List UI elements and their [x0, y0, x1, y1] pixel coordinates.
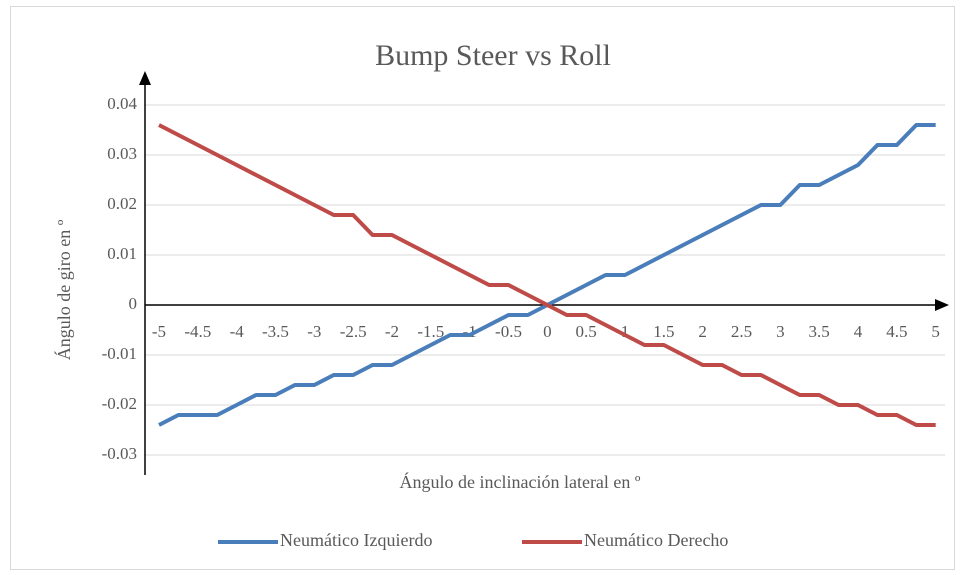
y-tick-label: 0.02	[107, 194, 137, 213]
chart-border	[10, 6, 955, 570]
legend-label: Neumático Izquierdo	[280, 530, 432, 550]
x-tick-label: 3.5	[809, 322, 830, 341]
y-tick-label: -0.01	[102, 344, 137, 363]
x-tick-label: 4.5	[886, 322, 907, 341]
x-tick-label: -3	[307, 322, 321, 341]
y-tick-label: 0.04	[107, 94, 137, 113]
series-line	[158, 123, 936, 427]
x-tick-label: -2.5	[340, 322, 367, 341]
y-axis-label: Ángulo de giro en º	[53, 219, 74, 360]
x-tick-label: 0	[543, 322, 552, 341]
y-tick-label: 0	[129, 294, 138, 313]
x-tick-label: -2	[385, 322, 399, 341]
y-tick-label: 0.03	[107, 144, 137, 163]
x-tick-label: 3	[776, 322, 785, 341]
y-tick-label: -0.03	[102, 444, 137, 463]
x-tick-label: -4	[230, 322, 245, 341]
x-tick-label: -0.5	[495, 322, 522, 341]
x-tick-label: 2	[698, 322, 707, 341]
x-tick-label: 0.5	[576, 322, 597, 341]
x-tick-label: -4.5	[184, 322, 211, 341]
legend-label: Neumático Derecho	[584, 530, 728, 550]
x-axis-arrow	[935, 299, 949, 311]
x-tick-label: 1	[621, 322, 630, 341]
x-tick-label: 2.5	[731, 322, 752, 341]
x-axis-label: Ángulo de inclinación lateral en º	[400, 471, 641, 492]
chart-title: Bump Steer vs Roll	[375, 39, 611, 72]
x-tick-label: -5	[152, 322, 166, 341]
y-axis-arrow	[139, 71, 151, 85]
x-tick-label: -1.5	[417, 322, 444, 341]
x-tick-label: 5	[931, 322, 940, 341]
x-tick-label: 1.5	[653, 322, 674, 341]
x-tick-label: 4	[854, 322, 863, 341]
x-tick-label: -3.5	[262, 322, 289, 341]
y-tick-label: 0.01	[107, 244, 137, 263]
y-tick-label: -0.02	[102, 394, 137, 413]
